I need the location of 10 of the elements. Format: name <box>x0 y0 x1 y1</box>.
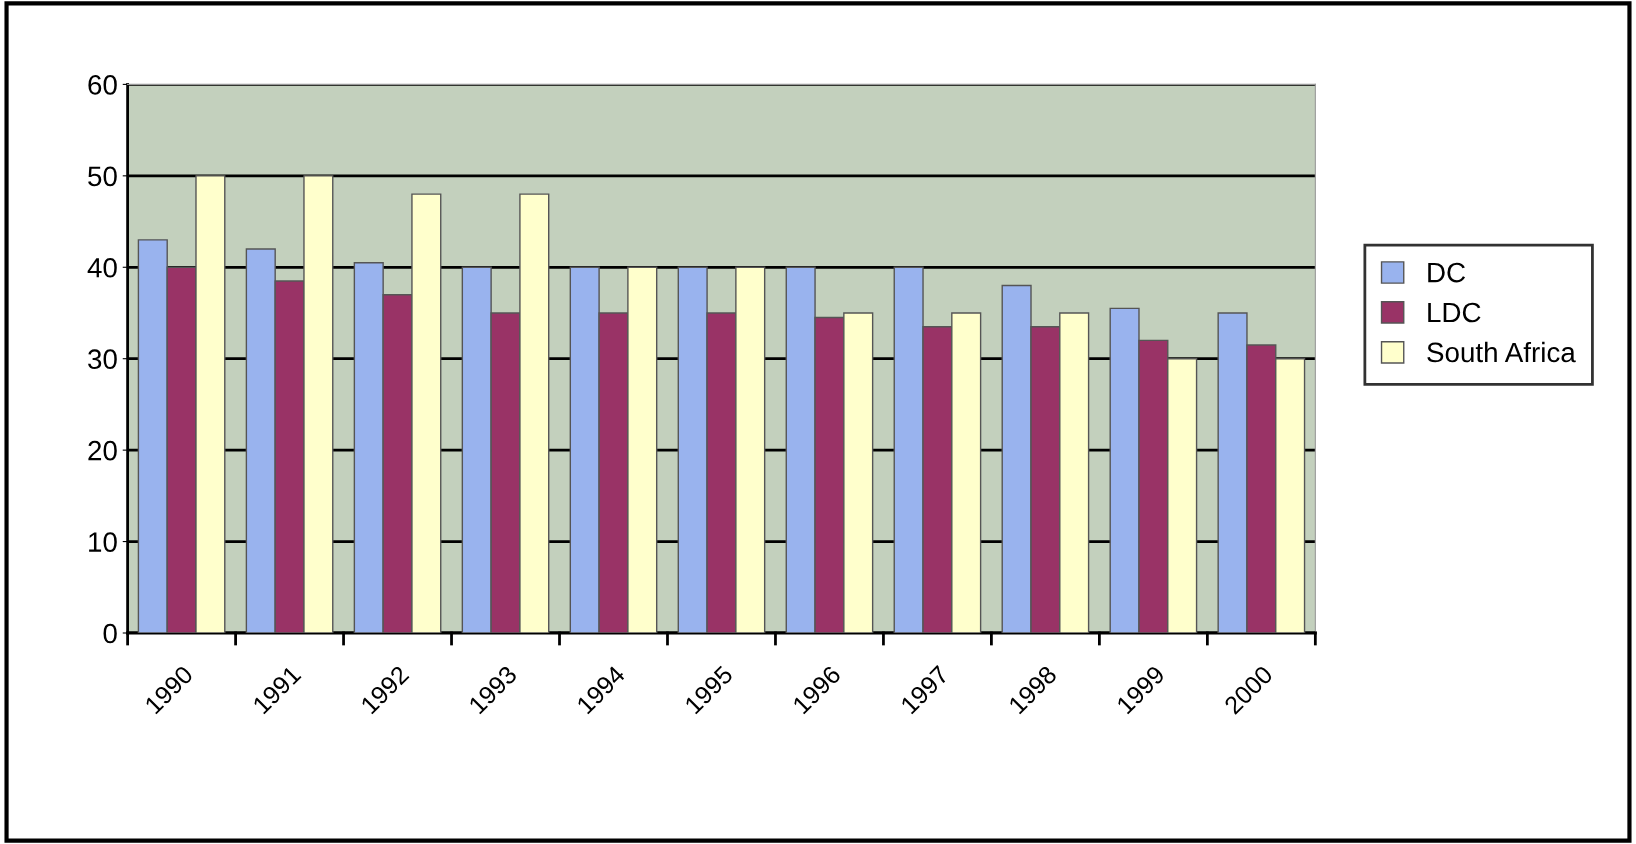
y-tick-label: 30 <box>88 349 117 370</box>
y-tick-label: 10 <box>89 532 117 552</box>
legend-label: South Africa <box>1427 341 1576 363</box>
y-tick-label: 50 <box>88 166 117 187</box>
y-tick-label: 20 <box>88 440 117 461</box>
y-tick-label: 0 <box>103 623 117 644</box>
legend-label: LDC <box>1428 302 1481 323</box>
y-tick-label: 40 <box>87 257 117 278</box>
legend-label: DC <box>1428 262 1466 283</box>
y-tick-label: 60 <box>88 75 117 95</box>
